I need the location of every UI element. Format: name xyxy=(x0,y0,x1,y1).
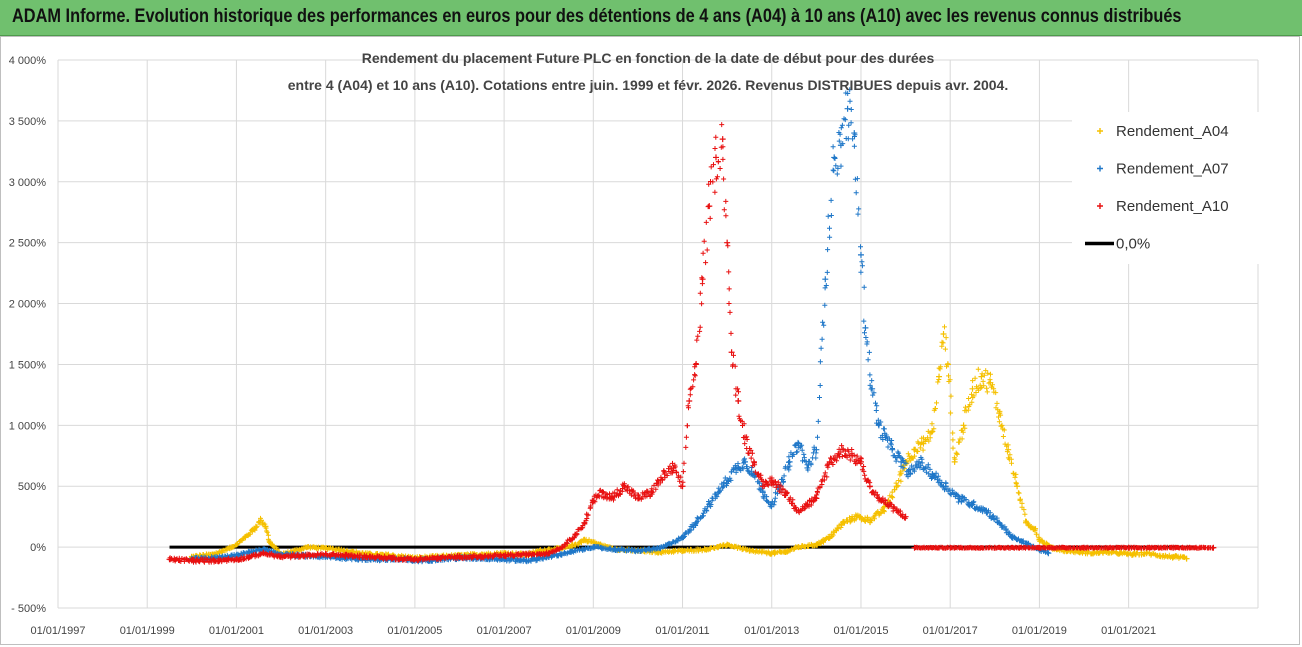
data-point xyxy=(969,385,976,392)
y-tick-label: 500% xyxy=(18,481,46,493)
header-banner: ADAM Informe. Evolution historique des p… xyxy=(0,0,1302,36)
chart-title: Rendement du placement Future PLC en fon… xyxy=(362,50,935,66)
y-tick-label: 3 500% xyxy=(9,116,47,128)
legend-label: Rendement_A07 xyxy=(1116,161,1229,178)
x-tick-label: 01/01/1997 xyxy=(30,625,85,637)
data-point xyxy=(960,422,967,429)
chart-subtitle: entre 4 (A04) et 10 ans (A10). Cotations… xyxy=(288,77,1009,93)
x-tick-label: 01/01/2017 xyxy=(923,625,978,637)
y-tick-label: 3 000% xyxy=(9,177,47,189)
data-point xyxy=(831,154,838,161)
data-point xyxy=(724,239,731,246)
y-axis: - 500% 0% 500% 1 000% 1 500% 2 000% 2 500% 3 00… xyxy=(9,55,47,615)
y-tick-label: 0% xyxy=(30,542,46,554)
y-tick-label: - 500% xyxy=(11,603,46,615)
x-tick-label: 01/01/2003 xyxy=(298,625,353,637)
data-point xyxy=(857,251,864,258)
data-point xyxy=(844,105,851,112)
banner-title: ADAM Informe. Evolution historique des p… xyxy=(12,6,1182,27)
data-point xyxy=(728,349,735,356)
series-group xyxy=(166,87,1217,565)
x-tick-label: 01/01/2015 xyxy=(833,625,888,637)
y-tick-label: 2 000% xyxy=(9,299,47,311)
x-tick-label: 01/01/2009 xyxy=(566,625,621,637)
series-rendement-a10-flat- xyxy=(911,544,1217,551)
y-tick-label: 1 000% xyxy=(9,420,47,432)
y-tick-label: 1 500% xyxy=(9,359,47,371)
legend-swatch xyxy=(1097,165,1103,172)
legend-swatch xyxy=(1097,203,1103,209)
legend: Rendement_A04 Rendement_A07 Rendement_A10 0… xyxy=(1072,112,1262,264)
data-point-cloud xyxy=(167,122,908,565)
x-tick-label: 01/01/1999 xyxy=(120,625,175,637)
legend-label: Rendement_A04 xyxy=(1116,123,1229,140)
chart-frame xyxy=(0,36,1300,645)
data-point-cloud xyxy=(912,544,1216,551)
legend-box xyxy=(1072,112,1262,264)
data-point xyxy=(712,154,719,161)
x-axis: 01/01/1997 01/01/1999 01/01/2001 01/01/2003… xyxy=(30,625,1156,637)
x-tick-label: 01/01/2011 xyxy=(655,625,709,637)
legend-label: Rendement_A10 xyxy=(1116,198,1229,215)
data-point xyxy=(822,276,829,283)
y-tick-label: 4 000% xyxy=(9,55,47,67)
data-point xyxy=(686,397,693,404)
data-point xyxy=(862,324,869,331)
legend-label: 0,0% xyxy=(1116,236,1150,253)
data-point xyxy=(978,373,985,380)
x-tick-label: 01/01/2021 xyxy=(1101,625,1156,637)
grid xyxy=(57,59,1259,609)
x-tick-label: 01/01/2013 xyxy=(744,625,799,637)
x-tick-label: 01/01/2007 xyxy=(477,625,532,637)
data-point xyxy=(882,434,889,441)
legend-swatch xyxy=(1097,128,1103,134)
data-point xyxy=(940,331,947,337)
x-tick-label: 01/01/2001 xyxy=(209,625,264,637)
data-point xyxy=(719,136,726,143)
x-tick-label: 01/01/2005 xyxy=(387,625,442,637)
series-rendement-a10 xyxy=(166,122,909,565)
data-point xyxy=(956,495,963,502)
y-tick-label: 2 500% xyxy=(9,238,47,250)
x-tick-label: 01/01/2019 xyxy=(1012,625,1067,637)
